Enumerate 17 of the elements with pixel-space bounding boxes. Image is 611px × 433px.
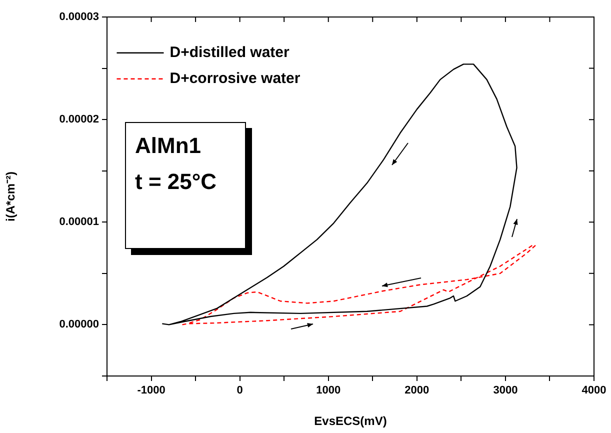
x-tick-label: 0 xyxy=(236,384,243,397)
legend-label: D+corrosive water xyxy=(170,70,300,88)
annotation: AlMn1 xyxy=(135,133,201,159)
y-tick-label: 0.00000 xyxy=(59,318,99,331)
legend-label: D+distilled water xyxy=(170,44,290,62)
y-tick-label: 0.00003 xyxy=(59,11,99,24)
y-tick-label: 0.00002 xyxy=(59,114,99,126)
x-tick-label: 4000 xyxy=(582,384,606,397)
x-tick-label: 2000 xyxy=(404,384,430,397)
x-tick-label: 3000 xyxy=(493,384,518,397)
line-series xyxy=(182,244,536,326)
x-axis-title: EvsECS(mV) xyxy=(314,414,387,428)
y-axis-title: i(A*cm⁻²) xyxy=(4,171,18,222)
x-tick-label: -1000 xyxy=(137,384,166,397)
x-tick-label: 1000 xyxy=(316,384,341,397)
y-tick-label: 0.00001 xyxy=(59,216,99,228)
annotation: t = 25°C xyxy=(135,169,217,195)
